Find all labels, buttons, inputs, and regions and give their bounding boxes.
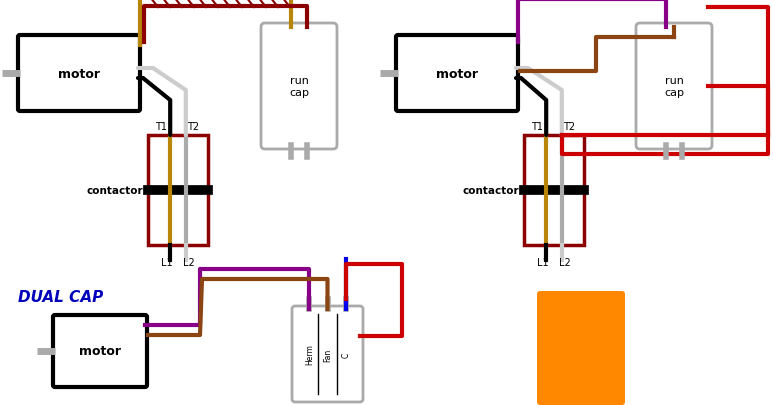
Text: C: C	[341, 352, 350, 357]
Text: motor: motor	[436, 67, 478, 80]
FancyBboxPatch shape	[53, 315, 147, 387]
FancyBboxPatch shape	[396, 36, 518, 112]
Text: L2: L2	[559, 257, 570, 267]
Text: Fan: Fan	[323, 347, 332, 361]
Text: T1: T1	[531, 122, 543, 132]
FancyBboxPatch shape	[537, 291, 625, 405]
Bar	[148, 136, 208, 245]
Text: motor: motor	[79, 345, 121, 358]
Text: T2: T2	[563, 122, 575, 132]
FancyBboxPatch shape	[636, 24, 712, 149]
Text: L1: L1	[537, 257, 549, 267]
Text: T1: T1	[155, 122, 167, 132]
Bar	[524, 136, 584, 245]
FancyBboxPatch shape	[18, 36, 140, 112]
Text: run
cap: run cap	[289, 76, 309, 98]
Text: contactor: contactor	[462, 185, 519, 196]
FancyBboxPatch shape	[261, 24, 337, 149]
Text: motor: motor	[58, 67, 100, 80]
Text: contactor: contactor	[87, 185, 143, 196]
Text: T2: T2	[187, 122, 199, 132]
Text: L1: L1	[162, 257, 173, 267]
Text: DUAL CAP: DUAL CAP	[18, 290, 104, 305]
Text: run
cap: run cap	[664, 76, 684, 98]
Text: Herm: Herm	[305, 344, 314, 364]
FancyBboxPatch shape	[292, 306, 363, 402]
Text: L2: L2	[183, 257, 195, 267]
